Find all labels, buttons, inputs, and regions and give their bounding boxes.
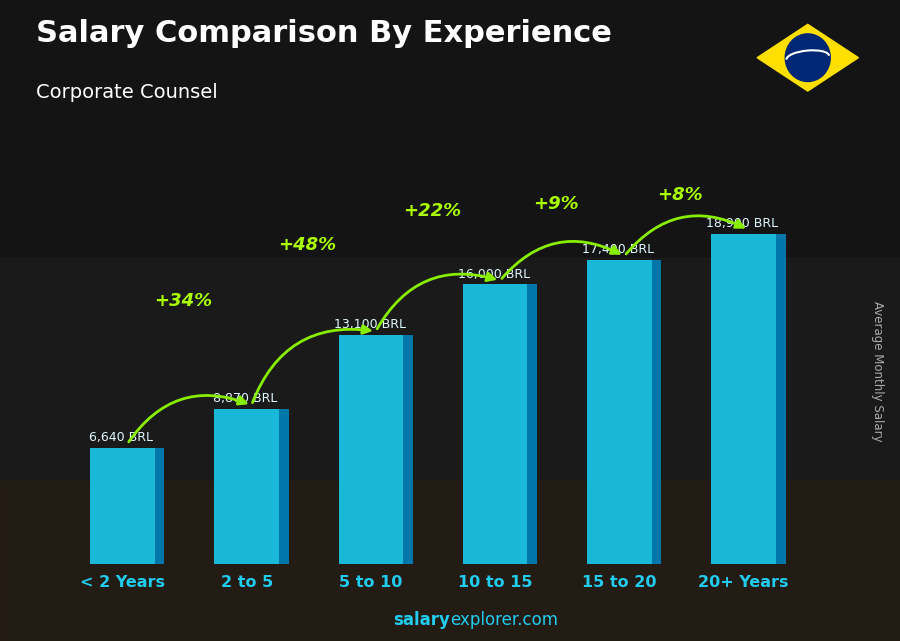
Text: Corporate Counsel: Corporate Counsel <box>36 83 218 103</box>
Text: +22%: +22% <box>402 203 461 221</box>
Bar <box>0 481 900 641</box>
Text: Salary Comparison By Experience: Salary Comparison By Experience <box>36 19 612 48</box>
Circle shape <box>785 34 830 81</box>
Text: 16,000 BRL: 16,000 BRL <box>458 267 530 281</box>
Bar <box>0 0 900 256</box>
Bar <box>90 448 155 564</box>
Bar <box>214 409 279 564</box>
Text: +48%: +48% <box>278 236 337 254</box>
Text: salary: salary <box>393 612 450 629</box>
Polygon shape <box>652 260 662 564</box>
Bar <box>338 335 403 564</box>
Polygon shape <box>776 234 786 564</box>
Polygon shape <box>403 335 413 564</box>
Text: 18,900 BRL: 18,900 BRL <box>706 217 778 230</box>
Text: Average Monthly Salary: Average Monthly Salary <box>871 301 884 442</box>
Bar <box>711 234 776 564</box>
Text: 13,100 BRL: 13,100 BRL <box>334 318 406 331</box>
Bar <box>463 285 527 564</box>
Text: 8,870 BRL: 8,870 BRL <box>213 392 277 405</box>
Bar <box>587 260 652 564</box>
Polygon shape <box>279 409 289 564</box>
Text: +9%: +9% <box>533 195 579 213</box>
Polygon shape <box>757 24 859 91</box>
Text: +34%: +34% <box>154 292 212 310</box>
Text: explorer.com: explorer.com <box>450 612 558 629</box>
Polygon shape <box>527 285 537 564</box>
Text: 17,400 BRL: 17,400 BRL <box>582 243 654 256</box>
Text: +8%: +8% <box>657 187 703 204</box>
Polygon shape <box>155 448 165 564</box>
Text: 6,640 BRL: 6,640 BRL <box>89 431 153 444</box>
